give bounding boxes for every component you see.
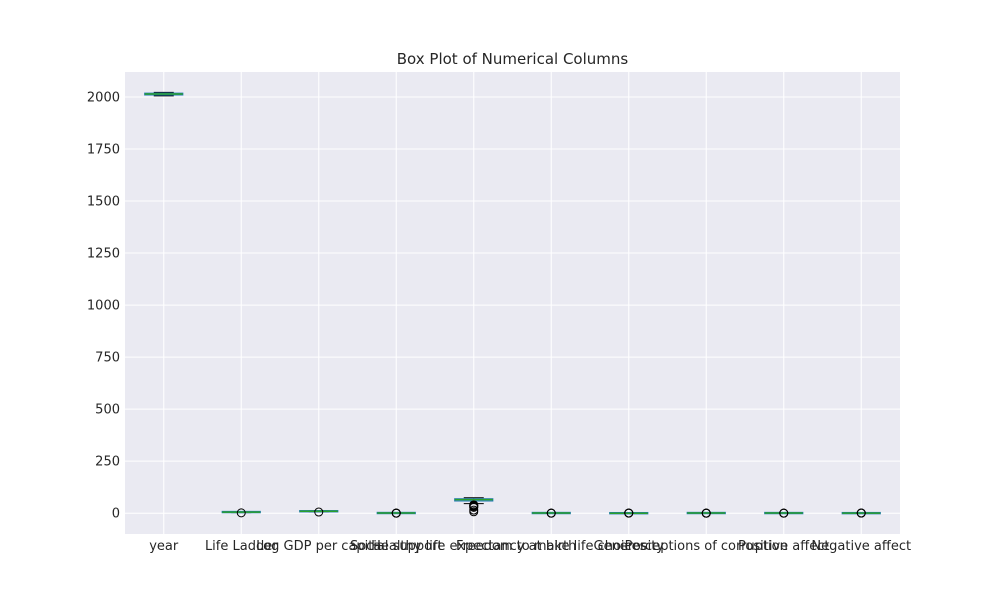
y-tick-label: 1750 [87, 143, 120, 158]
outlier-point [391, 508, 401, 518]
outlier-point [469, 507, 479, 517]
x-tick-label: Life Ladder [205, 539, 278, 554]
outlier-point [856, 508, 866, 518]
x-tick-label: Freedom to make life choices [456, 539, 647, 554]
outlier-point [314, 507, 324, 517]
chart-title: Box Plot of Numerical Columns [397, 50, 629, 68]
grid-lines [125, 72, 900, 534]
x-tick-label: Healthy life expectancy at birth [371, 539, 576, 554]
x-tick-label: year [149, 539, 179, 554]
y-axis-tick-labels: 0 250 500 750 1000 1250 1500 1750 2000 [87, 90, 120, 521]
y-tick-label: 0 [112, 507, 120, 522]
outlier-point [701, 508, 711, 518]
y-tick-label: 2000 [87, 90, 120, 105]
outlier-point [779, 508, 789, 518]
x-tick-label: Positive affect [738, 539, 829, 554]
outlier-point [469, 502, 479, 512]
outlier-point [236, 508, 246, 518]
y-tick-label: 1000 [87, 299, 120, 314]
box-1 [221, 508, 261, 518]
box-0 [144, 91, 184, 97]
box-8 [764, 508, 804, 518]
outlier-point [624, 508, 634, 518]
y-tick-label: 250 [95, 455, 120, 470]
y-tick-label: 500 [95, 403, 120, 418]
box-9 [841, 508, 881, 518]
y-tick-label: 1500 [87, 195, 120, 210]
outlier-point [546, 508, 556, 518]
y-tick-label: 750 [95, 351, 120, 366]
x-tick-label: Log GDP per capita [256, 539, 381, 554]
x-tick-label: Social support [350, 539, 443, 554]
y-tick-label: 1250 [87, 247, 120, 262]
box-3 [376, 508, 416, 518]
box-series [144, 91, 881, 518]
x-tick-label: Generosity [594, 539, 665, 554]
box-2 [299, 507, 339, 517]
box-5 [531, 508, 571, 518]
x-tick-label: Perceptions of corruption [625, 539, 788, 554]
box-4 [454, 497, 494, 517]
box-6 [609, 508, 649, 518]
box-7 [686, 508, 726, 518]
x-tick-label: Negative affect [811, 539, 911, 554]
